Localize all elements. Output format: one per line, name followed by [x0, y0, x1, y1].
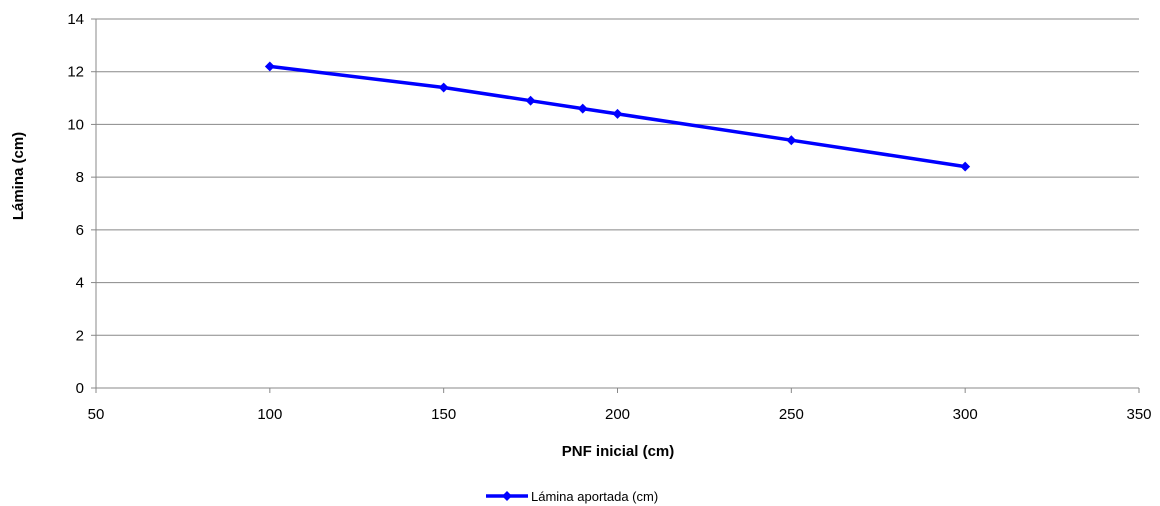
y-tick-label: 12 [67, 64, 84, 81]
y-axis-title: Lámina (cm) [10, 132, 27, 220]
data-point-marker [960, 161, 971, 172]
data-point-marker [525, 95, 536, 106]
x-tick-label: 250 [779, 406, 804, 423]
x-tick-label: 300 [953, 406, 978, 423]
y-tick-label: 10 [67, 116, 84, 133]
y-axis-ticks: 0 2 4 6 8 10 12 14 [67, 11, 96, 397]
data-point-marker [264, 61, 275, 72]
legend-marker [502, 491, 512, 501]
y-tick-label: 0 [76, 380, 84, 397]
legend-label: Lámina aportada (cm) [531, 489, 658, 504]
x-tick-label: 100 [257, 406, 282, 423]
x-tick-label: 200 [605, 406, 630, 423]
legend: Lámina aportada (cm) [486, 489, 658, 504]
data-point-marker [438, 82, 449, 93]
data-point-marker [577, 103, 588, 114]
x-tick-label: 50 [88, 406, 105, 423]
series-layer [264, 61, 971, 172]
x-axis-title: PNF inicial (cm) [562, 443, 675, 460]
y-tick-label: 6 [76, 222, 84, 239]
y-tick-label: 8 [76, 169, 84, 186]
y-tick-label: 2 [76, 327, 84, 344]
y-tick-label: 14 [67, 11, 84, 28]
gridlines [96, 18, 1139, 336]
data-point-marker [612, 108, 623, 119]
x-tick-label: 350 [1126, 406, 1151, 423]
axes [95, 19, 1139, 389]
y-tick-label: 4 [76, 275, 84, 292]
data-point-marker [786, 135, 797, 146]
x-axis-ticks: 50 100 150 200 250 300 350 [88, 388, 1152, 423]
x-tick-label: 150 [431, 406, 456, 423]
